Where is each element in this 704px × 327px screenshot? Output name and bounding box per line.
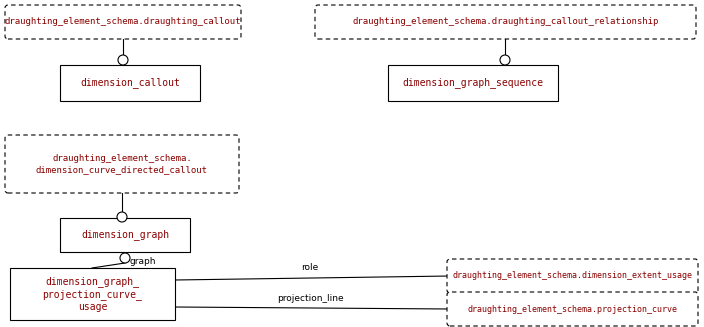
- Text: dimension_graph_sequence: dimension_graph_sequence: [403, 77, 543, 88]
- Circle shape: [118, 55, 128, 65]
- Text: draughting_element_schema.dimension_extent_usage: draughting_element_schema.dimension_exte…: [453, 271, 693, 281]
- Text: graph: graph: [130, 257, 156, 267]
- Bar: [10, 268, 175, 320]
- Text: draughting_element_schema.draughting_callout: draughting_element_schema.draughting_cal…: [5, 18, 241, 26]
- Circle shape: [117, 212, 127, 222]
- Text: draughting_element_schema.
dimension_curve_directed_callout: draughting_element_schema. dimension_cur…: [36, 154, 208, 174]
- Text: role: role: [301, 263, 319, 272]
- Text: dimension_callout: dimension_callout: [80, 77, 180, 88]
- FancyBboxPatch shape: [5, 5, 241, 39]
- Text: dimension_graph_
projection_curve_
usage: dimension_graph_ projection_curve_ usage: [42, 277, 142, 312]
- Text: draughting_element_schema.draughting_callout_relationship: draughting_element_schema.draughting_cal…: [352, 18, 659, 26]
- FancyBboxPatch shape: [447, 259, 698, 293]
- Bar: [388, 65, 558, 101]
- Bar: [60, 65, 200, 101]
- Text: dimension_graph: dimension_graph: [81, 230, 169, 240]
- FancyBboxPatch shape: [447, 292, 698, 326]
- Circle shape: [500, 55, 510, 65]
- FancyBboxPatch shape: [315, 5, 696, 39]
- FancyBboxPatch shape: [5, 135, 239, 193]
- Circle shape: [120, 253, 130, 263]
- Text: draughting_element_schema.projection_curve: draughting_element_schema.projection_cur…: [467, 304, 677, 314]
- Text: projection_line: projection_line: [277, 294, 344, 303]
- Bar: [60, 218, 190, 252]
